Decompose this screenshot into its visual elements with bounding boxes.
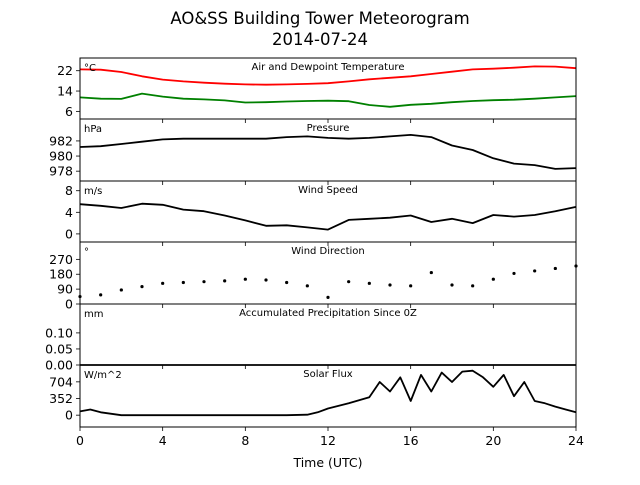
x-tick-label: 20: [485, 433, 501, 448]
data-point: [285, 280, 289, 285]
y-tick-label: 0: [65, 297, 73, 312]
panel-title: Pressure: [307, 123, 350, 134]
y-tick-label: 352: [49, 391, 73, 406]
y-tick-label: 0.00: [45, 358, 73, 373]
data-point: [388, 283, 392, 287]
series-line-1: [79, 369, 577, 417]
panel-title: Solar Flux: [303, 369, 353, 380]
data-point: [471, 284, 475, 288]
y-tick-label: 980: [49, 149, 73, 164]
x-tick-label: 8: [241, 433, 249, 448]
data-point: [243, 277, 247, 281]
x-tick-label: 16: [403, 433, 419, 448]
series-line-1: [79, 133, 577, 170]
panel-unit: hPa: [84, 124, 102, 135]
panel-unit: W/m^2: [84, 370, 122, 381]
chart-date: 2014-07-24: [272, 30, 368, 49]
data-point: [512, 271, 516, 276]
y-tick-label: 6: [65, 104, 73, 119]
data-point: [326, 295, 330, 299]
y-tick-label: 0: [65, 226, 73, 241]
data-point: [347, 280, 351, 284]
y-tick-label: 0.05: [45, 341, 73, 356]
data-point: [202, 280, 206, 284]
panel-6: 0 352 704 W/m^2 Solar Flux: [49, 364, 577, 431]
panel-unit: °C: [84, 63, 96, 74]
series-line-1: [79, 65, 577, 86]
panel-title: Wind Speed: [298, 185, 358, 196]
data-point: [553, 266, 557, 271]
panel-title: Air and Dewpoint Temperature: [252, 62, 405, 73]
data-point: [264, 278, 268, 282]
panel-3: 0 4 8 m/s Wind Speed: [65, 180, 577, 246]
data-point: [429, 270, 433, 275]
data-point: [409, 284, 413, 288]
data-point: [119, 288, 123, 292]
y-tick-label: 270: [49, 252, 73, 267]
panel-1: 6 14 22 °C Air and Dewpoint Temperature: [57, 57, 577, 123]
y-tick-label: 14: [57, 84, 73, 99]
y-tick-label: 982: [49, 133, 73, 148]
y-tick-label: 978: [49, 164, 73, 179]
y-tick-label: 0.10: [45, 325, 73, 340]
panel-title: Accumulated Precipitation Since 0Z: [239, 308, 417, 319]
data-point: [161, 281, 165, 285]
y-tick-label: 0: [65, 408, 73, 423]
y-tick-label: 704: [49, 374, 73, 389]
panel-title: Wind Direction: [291, 246, 365, 257]
y-tick-label: 8: [65, 183, 73, 198]
y-tick-label: 180: [49, 267, 73, 282]
chart-title: AO&SS Building Tower Meteorogram: [170, 9, 469, 28]
panel-unit: mm: [84, 309, 103, 320]
data-point: [181, 280, 185, 285]
y-tick-label: 90: [57, 282, 73, 297]
data-point: [533, 269, 537, 273]
y-tick-label: 4: [65, 205, 73, 220]
x-tick-label: 12: [320, 433, 336, 448]
x-tick-label: 4: [159, 433, 167, 448]
series-line-1: [79, 202, 577, 231]
data-point: [450, 283, 454, 287]
data-point: [99, 293, 103, 297]
data-point: [491, 277, 495, 281]
x-tick-label: 0: [76, 433, 84, 448]
data-point: [305, 284, 309, 288]
data-point: [140, 285, 144, 289]
panel-unit: m/s: [84, 186, 102, 197]
panel-unit: °: [84, 247, 89, 258]
x-tick-label: 24: [568, 433, 584, 448]
y-tick-label: 22: [57, 63, 73, 78]
series-1: [78, 264, 578, 299]
panel-5: 0.00 0.050.10 mm Accumulated Precipitation …: [45, 303, 577, 373]
data-point: [223, 279, 227, 283]
x-axis-label: Time (UTC): [292, 455, 362, 470]
data-point: [367, 281, 371, 285]
series-line-2: [79, 92, 577, 108]
